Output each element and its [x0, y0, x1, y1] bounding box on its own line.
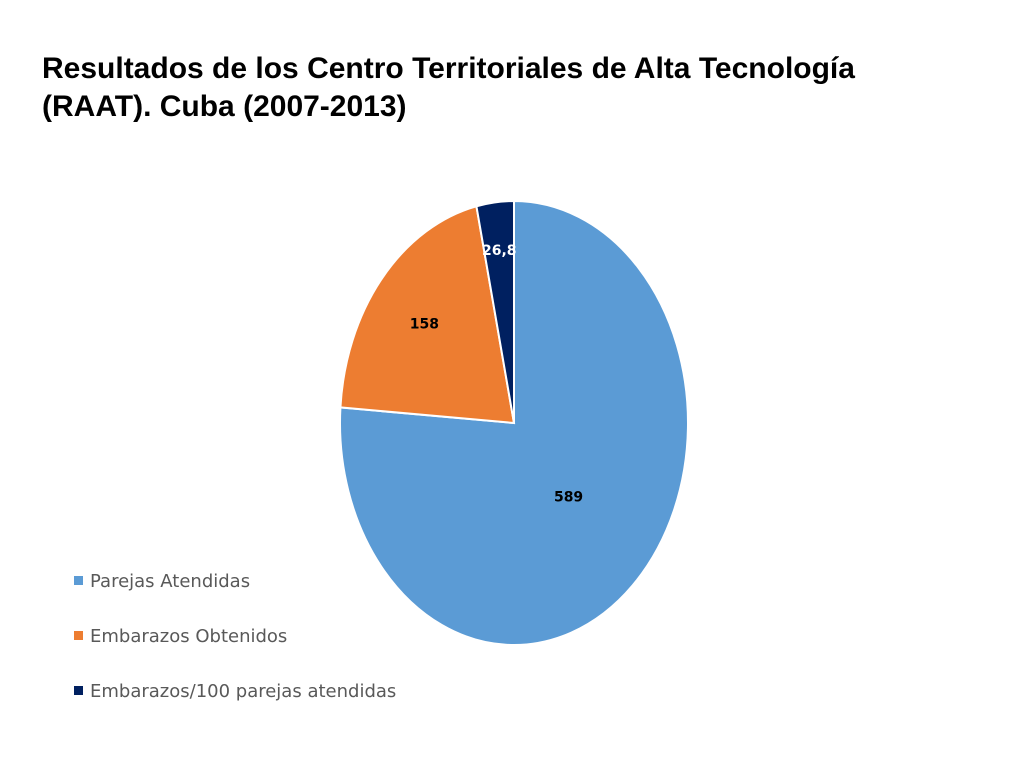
chart-legend: Parejas Atendidas Embarazos Obtenidos Em…: [74, 568, 396, 706]
data-label-parejas-atendidas: 589: [554, 490, 583, 506]
legend-item-embarazos-por-100: Embarazos/100 parejas atendidas: [74, 678, 396, 706]
pie-slice-embarazos-por-100: [475, 199, 515, 424]
title-line-2: (RAAT). Cuba (2007-2013): [42, 90, 407, 123]
legend-swatch: [74, 630, 83, 640]
legend-label: Parejas Atendidas: [90, 571, 251, 592]
slide-title: Resultados de los Centro Territoriales d…: [42, 50, 1002, 126]
legend-item-embarazos-obtenidos: Embarazos Obtenidos: [74, 623, 396, 651]
legend-item-parejas-atendidas: Parejas Atendidas: [74, 568, 396, 596]
legend-swatch: [74, 575, 83, 585]
legend-label: Embarazos/100 parejas atendidas: [90, 681, 397, 702]
data-label-embarazos-obtenidos: 158: [410, 316, 439, 332]
title-line-1: Resultados de los Centro Territoriales d…: [42, 52, 855, 85]
legend-label: Embarazos Obtenidos: [90, 626, 288, 647]
data-label-embarazos-por-100: 26,8: [482, 243, 517, 259]
pie-slice-embarazos-obtenidos: [339, 204, 516, 425]
legend-swatch: [74, 685, 83, 695]
